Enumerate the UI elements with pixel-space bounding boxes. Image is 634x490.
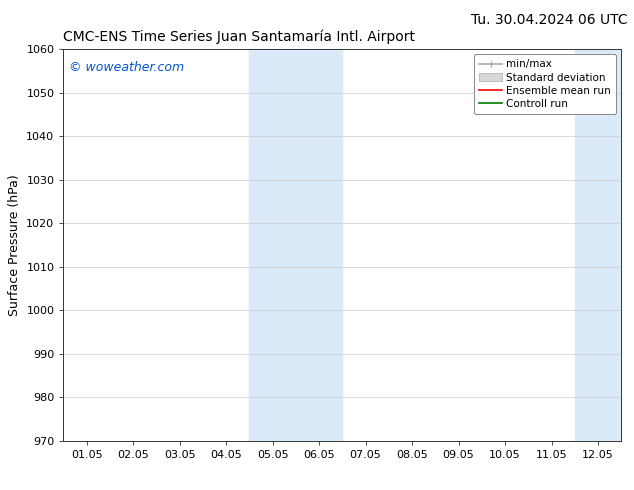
Text: Tu. 30.04.2024 06 UTC: Tu. 30.04.2024 06 UTC (471, 13, 628, 27)
Text: © woweather.com: © woweather.com (69, 61, 184, 74)
Text: CMC-ENS Time Series Juan Santamaría Intl. Airport: CMC-ENS Time Series Juan Santamaría Intl… (63, 29, 415, 44)
Bar (575, 49, 634, 441)
Bar (249, 49, 342, 441)
Legend: min/max, Standard deviation, Ensemble mean run, Controll run: min/max, Standard deviation, Ensemble me… (474, 54, 616, 114)
Y-axis label: Surface Pressure (hPa): Surface Pressure (hPa) (8, 174, 21, 316)
